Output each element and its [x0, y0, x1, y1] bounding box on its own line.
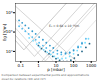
svg-text:10⁴: 10⁴ — [6, 49, 13, 54]
svg-text:Eg [V/m]: Eg [V/m] — [2, 23, 7, 41]
svg-text:1000: 1000 — [86, 63, 97, 68]
svg-text:100: 100 — [70, 63, 78, 68]
svg-text:10⁶: 10⁶ — [6, 10, 13, 15]
svg-text:p [mbar]: p [mbar] — [47, 67, 65, 72]
svg-text:0.1: 0.1 — [18, 63, 25, 68]
svg-text:1: 1 — [37, 63, 40, 68]
svg-text:E₀ = 0.68 × 10⁻²Vm: E₀ = 0.68 × 10⁻²Vm — [49, 24, 79, 28]
svg-text:Comparison between experimenta: Comparison between experimental points a… — [2, 73, 90, 80]
svg-text:10⁵: 10⁵ — [5, 29, 13, 35]
